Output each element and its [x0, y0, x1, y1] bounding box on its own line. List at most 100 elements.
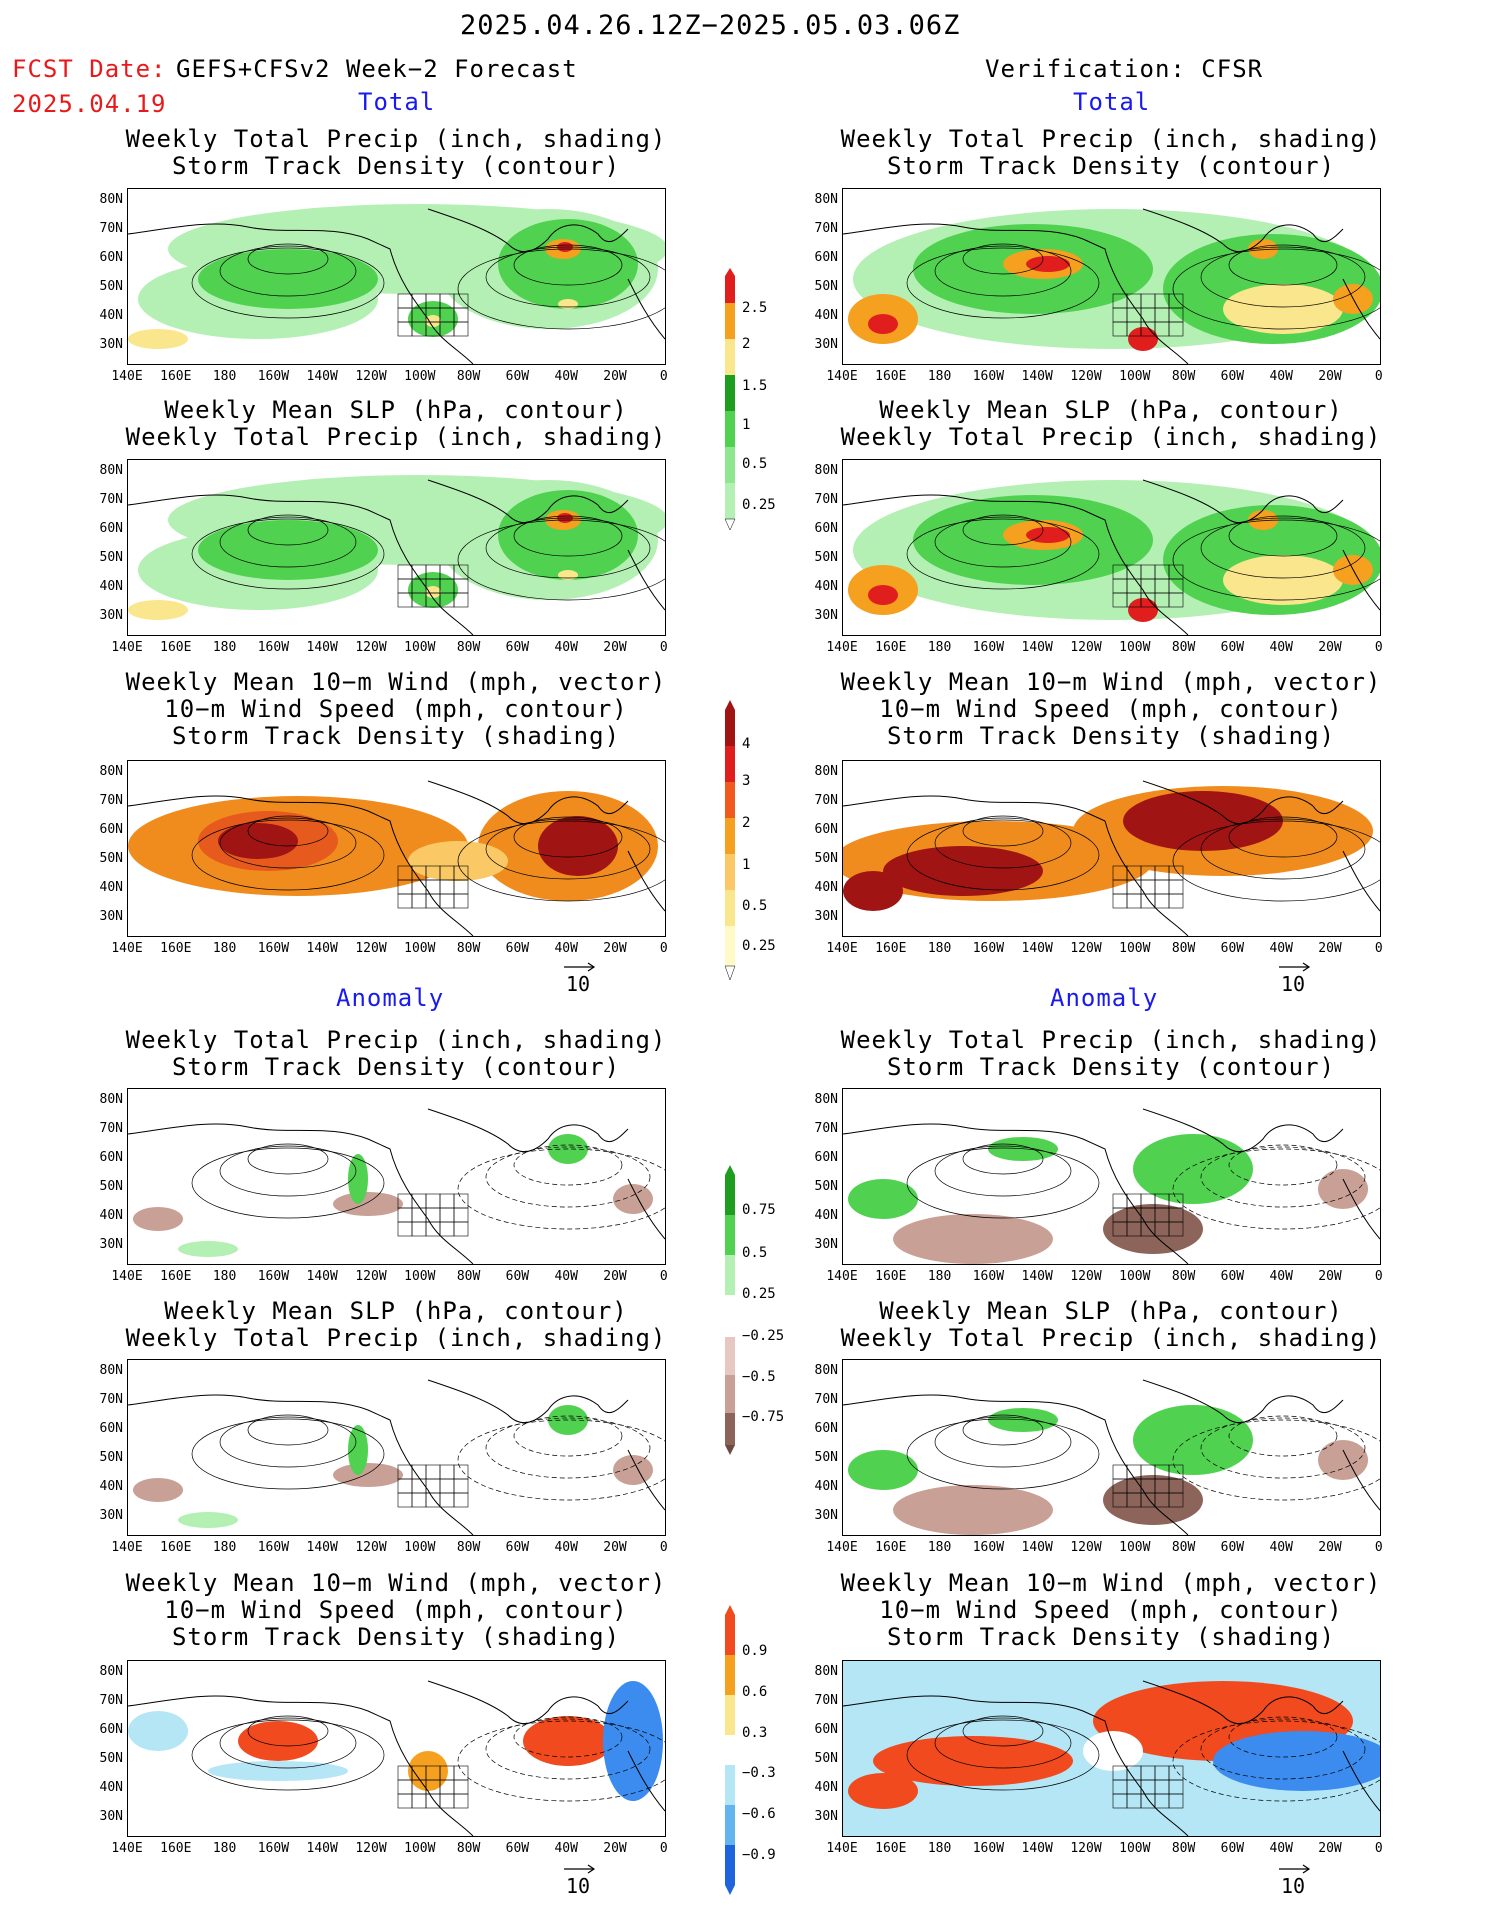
lon-tick-label: 80W: [456, 941, 481, 956]
lat-tick-label: 40N: [814, 1208, 838, 1223]
contour-line: [1172, 1148, 1380, 1230]
shading-region: [178, 1241, 238, 1257]
state-boundary: [439, 879, 455, 895]
lon-tick-label: 60W: [1220, 1540, 1245, 1555]
lon-tick-label: 140E: [111, 941, 143, 956]
lon-tick-label: 160E: [875, 640, 907, 655]
cb-label: 4: [742, 736, 751, 752]
state-boundary: [1154, 879, 1170, 895]
lat-tick-label: 40N: [99, 880, 123, 895]
contour-line: [513, 515, 623, 557]
contour-line: [1200, 246, 1366, 308]
shading-region: [1103, 1475, 1203, 1525]
section-anomaly-right: Anomaly: [1050, 984, 1159, 1012]
state-boundary: [1154, 893, 1170, 909]
state-boundary: [1168, 879, 1184, 895]
shading-region: [1026, 527, 1070, 543]
vector-ref-arrow-icon: [1279, 962, 1311, 972]
lon-tick-label: 0: [659, 369, 668, 384]
cb-label: 3: [742, 773, 751, 789]
lon-tick-label: 160E: [160, 1269, 192, 1284]
lon-tick-label: 60W: [505, 1269, 530, 1284]
lon-tick-label: 180: [212, 369, 237, 384]
lon-tick-label: 120W: [355, 1841, 387, 1856]
lon-tick-label: 20W: [1318, 1269, 1342, 1284]
contour-line: [1200, 1146, 1366, 1208]
contour-line: [247, 514, 329, 546]
contour-line: [191, 1147, 385, 1219]
lon-tick-label: 20W: [603, 1269, 627, 1284]
lat-tick-label: 60N: [99, 250, 123, 265]
lat-tick-label: 30N: [814, 909, 838, 924]
contour-line: [906, 819, 1100, 891]
lat-tick-label: 50N: [814, 279, 838, 294]
lon-tick-label: 120W: [355, 369, 387, 384]
map-field: [128, 1680, 665, 1836]
lon-tick-label: 160E: [160, 369, 192, 384]
state-boundary: [1168, 592, 1184, 608]
lon-tick-label: 160E: [160, 640, 192, 655]
lon-tick-label: 140E: [111, 369, 143, 384]
lat-tick-label: 80N: [814, 1092, 838, 1107]
lon-tick-label: 140W: [1021, 369, 1053, 384]
shading-region: [333, 1192, 403, 1216]
cb-label: −0.5: [742, 1369, 776, 1385]
lon-tick-label: 40W: [1269, 369, 1293, 384]
lat-tick-label: 50N: [99, 550, 123, 565]
lat-tick-label: 60N: [99, 822, 123, 837]
contour-line: [513, 816, 623, 858]
lat-tick-label: 60N: [99, 521, 123, 536]
map-field: [843, 1661, 1380, 1836]
coastline: [843, 1108, 1380, 1264]
lon-tick-label: 160W: [972, 640, 1005, 655]
contour-line: [906, 1147, 1100, 1219]
colorbar-total-storm: [724, 700, 736, 981]
shading-region: [198, 520, 378, 580]
shading-region: [848, 1179, 918, 1219]
lon-tick-label: 40W: [1269, 640, 1293, 655]
state-boundary: [453, 1478, 469, 1494]
title-line: Storm Track Density (shading): [886, 1623, 1336, 1651]
fcst-date-value: 2025.04.19: [12, 90, 167, 118]
panel-title-total-slp-left: Weekly Mean SLP (hPa, contour) Weekly To…: [116, 397, 676, 451]
title-line: Storm Track Density (contour): [171, 152, 621, 180]
title-line: 10−m Wind Speed (mph, contour): [879, 1596, 1343, 1624]
contour-line: [485, 1417, 651, 1479]
state-boundary: [439, 1221, 455, 1237]
state-boundary: [1126, 893, 1142, 909]
shading-region: [128, 1711, 188, 1751]
contour-line: [1228, 1716, 1338, 1758]
lon-tick-label: 120W: [1070, 369, 1102, 384]
state-boundary: [411, 1478, 427, 1494]
contour-line: [513, 1415, 623, 1457]
lon-tick-label: 40W: [554, 941, 578, 956]
lon-tick-label: 80W: [1171, 1540, 1196, 1555]
coastline: [843, 780, 1380, 936]
lat-tick-label: 30N: [99, 1508, 123, 1523]
title-line: Weekly Total Precip (inch, shading): [125, 1026, 667, 1054]
lat-tick-label: 60N: [99, 1722, 123, 1737]
title-line: 10−m Wind Speed (mph, contour): [164, 1596, 628, 1624]
state-boundary: [1112, 1193, 1128, 1209]
contour-line: [513, 244, 623, 286]
lon-tick-label: 180: [927, 1540, 952, 1555]
lon-tick-label: 0: [659, 1269, 668, 1284]
lon-tick-label: 60W: [1220, 1269, 1245, 1284]
title-line: Weekly Total Precip (inch, shading): [125, 423, 667, 451]
lon-tick-label: 140E: [826, 640, 858, 655]
contour-line: [247, 1143, 329, 1175]
title-line: Storm Track Density (shading): [171, 1623, 621, 1651]
lat-tick-label: 60N: [814, 521, 838, 536]
state-boundary: [1168, 1221, 1184, 1237]
cb-label: 2: [742, 336, 751, 352]
lon-tick-label: 100W: [404, 369, 436, 384]
contour-line: [485, 517, 651, 579]
lat-tick-label: 50N: [814, 851, 838, 866]
shading-region: [1248, 239, 1278, 259]
lon-tick-label: 60W: [1220, 1841, 1245, 1856]
contour-line: [1172, 1720, 1380, 1802]
lon-tick-label: 160E: [875, 369, 907, 384]
colorbar-anom-precip: [725, 1165, 735, 1455]
lat-tick-label: 60N: [814, 1150, 838, 1165]
lon-tick-label: 140W: [306, 941, 338, 956]
